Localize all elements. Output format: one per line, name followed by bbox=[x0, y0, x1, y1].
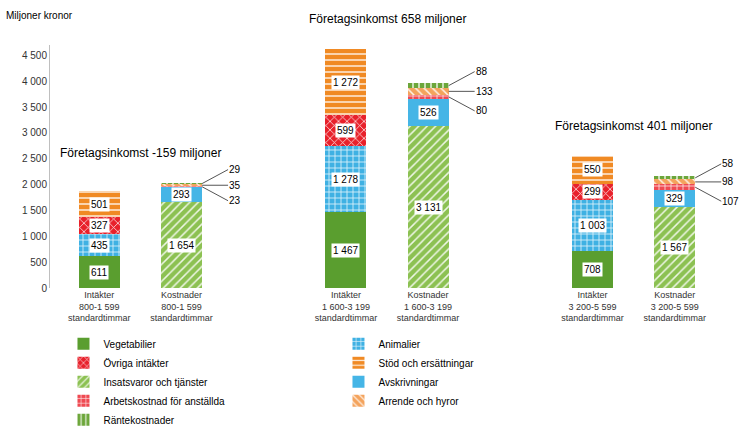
svg-text:2 500: 2 500 bbox=[22, 153, 47, 164]
svg-text:708: 708 bbox=[584, 264, 601, 275]
svg-text:501: 501 bbox=[91, 199, 108, 210]
svg-text:1 500: 1 500 bbox=[22, 205, 47, 216]
svg-text:Stöd och ersättningar: Stöd och ersättningar bbox=[378, 358, 474, 369]
svg-text:1 567: 1 567 bbox=[662, 242, 687, 253]
svg-text:133: 133 bbox=[476, 86, 493, 97]
svg-text:Kostnader1 600-3 199standardti: Kostnader1 600-3 199standardtimmar bbox=[397, 290, 460, 323]
svg-text:526: 526 bbox=[420, 107, 437, 118]
svg-text:Räntekostnader: Räntekostnader bbox=[103, 415, 174, 426]
svg-text:Intäkter800-1 599standardtimma: Intäkter800-1 599standardtimmar bbox=[68, 290, 131, 323]
svg-text:1 000: 1 000 bbox=[22, 231, 47, 242]
svg-text:Intäkter1 600-3 199standardtim: Intäkter1 600-3 199standardtimmar bbox=[315, 290, 378, 323]
svg-text:Företagsinkomst -159 miljoner: Företagsinkomst -159 miljoner bbox=[60, 146, 221, 160]
svg-text:Avskrivningar: Avskrivningar bbox=[378, 377, 439, 388]
svg-text:3 000: 3 000 bbox=[22, 127, 47, 138]
svg-text:1 003: 1 003 bbox=[580, 220, 605, 231]
svg-text:35: 35 bbox=[229, 180, 241, 191]
svg-text:23: 23 bbox=[229, 195, 241, 206]
svg-text:500: 500 bbox=[30, 257, 47, 268]
svg-text:80: 80 bbox=[476, 105, 488, 116]
svg-text:1 272: 1 272 bbox=[333, 77, 358, 88]
svg-text:Företagsinkomst 658 miljoner: Företagsinkomst 658 miljoner bbox=[309, 12, 466, 26]
svg-text:107: 107 bbox=[722, 196, 739, 207]
svg-text:3 500: 3 500 bbox=[22, 102, 47, 113]
svg-text:293: 293 bbox=[173, 189, 190, 200]
svg-text:299: 299 bbox=[584, 186, 601, 197]
svg-text:327: 327 bbox=[91, 220, 108, 231]
svg-text:1 278: 1 278 bbox=[333, 174, 358, 185]
svg-text:4 000: 4 000 bbox=[22, 76, 47, 87]
svg-text:599: 599 bbox=[337, 125, 354, 136]
svg-text:88: 88 bbox=[476, 66, 488, 77]
svg-text:2 000: 2 000 bbox=[22, 179, 47, 190]
svg-text:550: 550 bbox=[584, 164, 601, 175]
svg-text:1 467: 1 467 bbox=[333, 245, 358, 256]
svg-text:Kostnader800-1 599standardtimm: Kostnader800-1 599standardtimmar bbox=[150, 290, 213, 323]
svg-text:Animalier: Animalier bbox=[378, 339, 420, 350]
svg-text:329: 329 bbox=[666, 193, 683, 204]
svg-text:Företagsinkomst 401 miljoner: Företagsinkomst 401 miljoner bbox=[555, 119, 712, 133]
svg-text:Kostnader3 200-5 599standardti: Kostnader3 200-5 599standardtimmar bbox=[643, 290, 706, 323]
svg-text:Intäkter3 200-5 599standardtim: Intäkter3 200-5 599standardtimmar bbox=[561, 290, 624, 323]
svg-text:29: 29 bbox=[229, 164, 241, 175]
svg-text:435: 435 bbox=[91, 240, 108, 251]
svg-text:Vegetabilier: Vegetabilier bbox=[103, 339, 156, 350]
svg-text:Arrende och hyror: Arrende och hyror bbox=[378, 396, 459, 407]
svg-text:611: 611 bbox=[91, 267, 107, 278]
svg-text:98: 98 bbox=[722, 176, 734, 187]
svg-text:3 131: 3 131 bbox=[416, 202, 441, 213]
svg-text:Övriga intäkter: Övriga intäkter bbox=[103, 358, 169, 369]
svg-text:Insatsvaror och tjänster: Insatsvaror och tjänster bbox=[103, 377, 208, 388]
svg-text:4 500: 4 500 bbox=[22, 50, 47, 61]
svg-text:1 654: 1 654 bbox=[169, 240, 194, 251]
svg-text:0: 0 bbox=[41, 283, 47, 294]
svg-text:Miljoner kronor: Miljoner kronor bbox=[6, 10, 73, 21]
svg-text:Arbetskostnad för anställda: Arbetskostnad för anställda bbox=[103, 396, 225, 407]
svg-text:58: 58 bbox=[722, 158, 734, 169]
